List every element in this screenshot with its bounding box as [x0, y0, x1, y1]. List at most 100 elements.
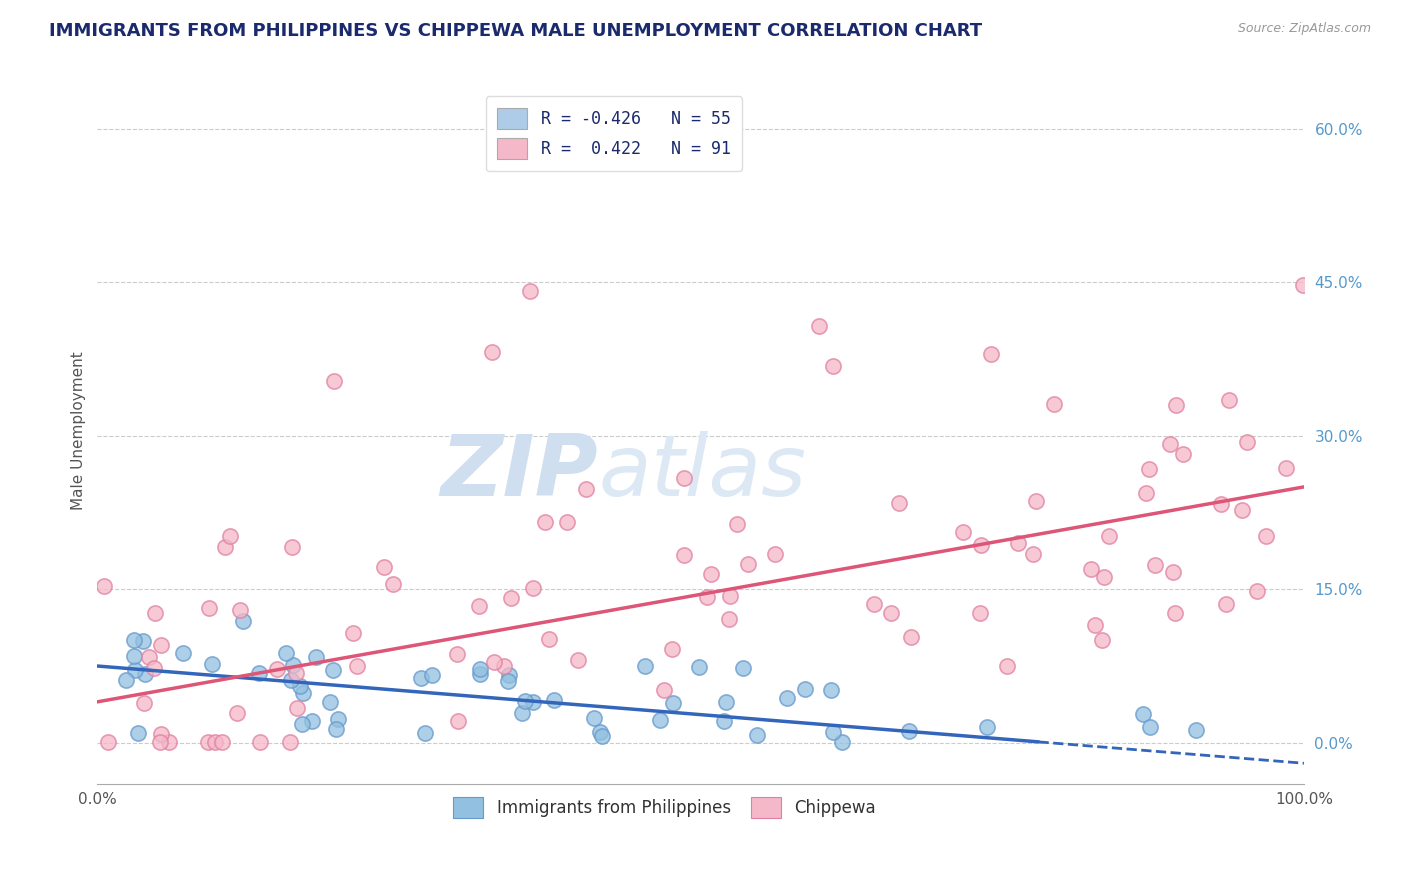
- Point: [661, 641, 683, 656]
- Point: [322, 664, 344, 678]
- Point: [821, 725, 844, 739]
- Point: [1254, 529, 1277, 543]
- Point: [413, 726, 436, 740]
- Point: [1139, 720, 1161, 734]
- Point: [127, 726, 149, 740]
- Point: [1132, 706, 1154, 721]
- Point: [1236, 434, 1258, 449]
- Point: [346, 659, 368, 673]
- Point: [318, 695, 340, 709]
- Point: [382, 577, 405, 591]
- Point: [342, 626, 364, 640]
- Point: [1143, 558, 1166, 573]
- Y-axis label: Male Unemployment: Male Unemployment: [72, 351, 86, 510]
- Point: [1292, 277, 1315, 292]
- Point: [122, 649, 145, 664]
- Point: [648, 713, 671, 727]
- Point: [134, 666, 156, 681]
- Point: [731, 661, 754, 675]
- Point: [1164, 606, 1187, 620]
- Point: [980, 346, 1002, 360]
- Point: [1163, 565, 1185, 579]
- Point: [97, 735, 120, 749]
- Point: [718, 589, 741, 603]
- Point: [468, 663, 491, 677]
- Point: [138, 650, 160, 665]
- Point: [1084, 618, 1107, 632]
- Point: [93, 579, 115, 593]
- Point: [745, 728, 768, 742]
- Point: [713, 714, 735, 728]
- Point: [661, 696, 683, 710]
- Point: [696, 590, 718, 604]
- Point: [976, 720, 998, 734]
- Point: [301, 714, 323, 729]
- Point: [274, 646, 297, 660]
- Point: [763, 547, 786, 561]
- Point: [1215, 597, 1237, 611]
- Point: [484, 655, 506, 669]
- Point: [124, 663, 146, 677]
- Point: [1098, 529, 1121, 543]
- Point: [467, 599, 489, 613]
- Point: [776, 690, 799, 705]
- Point: [280, 673, 302, 688]
- Point: [513, 694, 536, 708]
- Point: [157, 735, 180, 749]
- Point: [1091, 633, 1114, 648]
- Point: [131, 633, 153, 648]
- Point: [280, 735, 302, 749]
- Point: [291, 686, 314, 700]
- Point: [115, 673, 138, 687]
- Point: [446, 714, 468, 728]
- Point: [481, 345, 503, 359]
- Point: [688, 660, 710, 674]
- Point: [134, 696, 156, 710]
- Point: [470, 666, 492, 681]
- Point: [897, 724, 920, 739]
- Point: [122, 633, 145, 648]
- Point: [149, 638, 172, 652]
- Point: [229, 602, 252, 616]
- Point: [634, 659, 657, 673]
- Point: [420, 667, 443, 681]
- Point: [322, 375, 344, 389]
- Point: [522, 582, 544, 596]
- Point: [214, 541, 236, 555]
- Text: atlas: atlas: [598, 432, 806, 515]
- Point: [793, 681, 815, 696]
- Point: [1137, 461, 1160, 475]
- Point: [496, 674, 519, 689]
- Point: [1230, 503, 1253, 517]
- Point: [995, 659, 1018, 673]
- Point: [714, 695, 737, 709]
- Point: [589, 724, 612, 739]
- Text: Source: ZipAtlas.com: Source: ZipAtlas.com: [1237, 22, 1371, 36]
- Point: [1043, 397, 1066, 411]
- Point: [373, 559, 395, 574]
- Point: [492, 659, 515, 673]
- Point: [446, 647, 468, 661]
- Point: [725, 517, 748, 532]
- Point: [821, 359, 844, 373]
- Point: [831, 735, 853, 749]
- Point: [672, 548, 695, 562]
- Point: [889, 496, 911, 510]
- Legend: Immigrants from Philippines, Chippewa: Immigrants from Philippines, Chippewa: [447, 790, 883, 825]
- Point: [291, 717, 314, 731]
- Point: [820, 682, 842, 697]
- Point: [537, 632, 560, 646]
- Point: [281, 658, 304, 673]
- Point: [510, 706, 533, 720]
- Point: [737, 557, 759, 571]
- Point: [172, 646, 194, 660]
- Point: [409, 672, 432, 686]
- Point: [1166, 398, 1188, 412]
- Point: [281, 540, 304, 554]
- Point: [197, 735, 219, 749]
- Point: [900, 631, 922, 645]
- Point: [1275, 461, 1298, 475]
- Point: [1246, 584, 1268, 599]
- Point: [1092, 570, 1115, 584]
- Point: [718, 612, 741, 626]
